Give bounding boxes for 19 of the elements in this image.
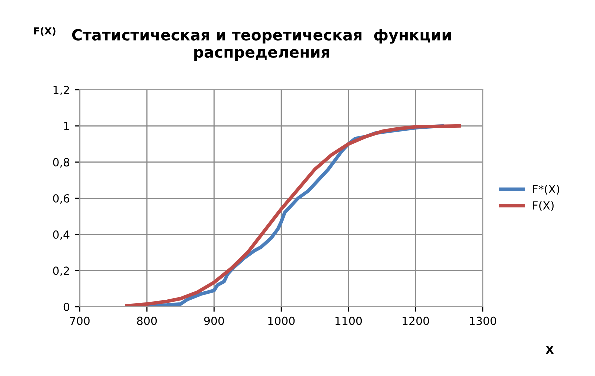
y-tick-label: 0,6	[53, 194, 70, 204]
y-tick-label: 0,8	[53, 158, 70, 168]
x-tick-label: 900	[204, 316, 224, 326]
x-tick-label: 800	[137, 316, 158, 326]
y-tick-label: 0	[64, 302, 70, 312]
y-tick-label: 0,4	[53, 230, 70, 240]
chart-title: Статистическая и теоретическая функции распределения	[72, 28, 452, 62]
x-tick-label: 1300	[470, 316, 496, 326]
legend-label: F*(X)	[533, 184, 560, 195]
y-tick-label: 0,2	[53, 266, 70, 276]
text: F(X)	[34, 27, 56, 36]
x-tick-label: 1200	[402, 316, 430, 326]
y-tick-label: 1	[64, 122, 70, 130]
legend-label: F(X)	[533, 201, 554, 212]
x-tick-label: 700	[70, 316, 90, 326]
x-tick-label: 1000	[268, 316, 295, 326]
y-tick-label: 1,2	[54, 86, 70, 96]
x-tick-label: 1100	[336, 316, 362, 326]
text: X	[546, 346, 554, 354]
